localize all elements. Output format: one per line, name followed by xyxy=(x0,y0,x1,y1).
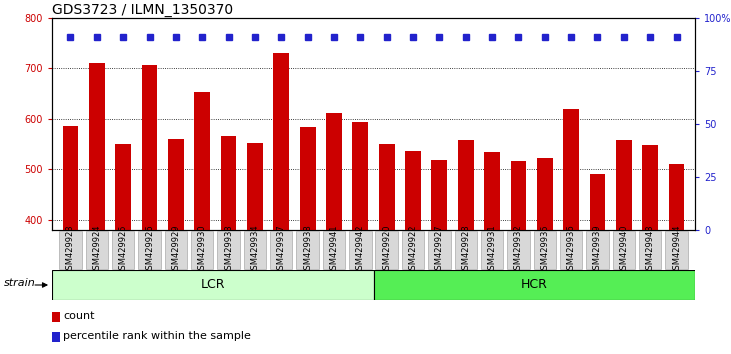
Text: GSM429937: GSM429937 xyxy=(277,225,286,275)
Bar xyxy=(52,332,60,342)
Bar xyxy=(455,231,477,269)
Text: GDS3723 / ILMN_1350370: GDS3723 / ILMN_1350370 xyxy=(52,3,233,17)
Text: GSM429924: GSM429924 xyxy=(92,225,102,275)
Bar xyxy=(665,231,688,269)
Text: GSM429922: GSM429922 xyxy=(409,225,417,275)
Text: GSM429920: GSM429920 xyxy=(382,225,391,275)
Text: strain: strain xyxy=(4,279,36,289)
Text: GSM429938: GSM429938 xyxy=(303,225,312,275)
Bar xyxy=(560,231,583,269)
Bar xyxy=(52,270,374,300)
Text: GSM429935: GSM429935 xyxy=(540,225,549,275)
Text: GSM429944: GSM429944 xyxy=(672,225,681,275)
Bar xyxy=(458,140,474,230)
Bar xyxy=(507,231,530,269)
Bar xyxy=(168,139,183,230)
Bar xyxy=(296,231,319,269)
Bar xyxy=(89,63,105,230)
Bar xyxy=(63,126,78,230)
Bar xyxy=(59,231,82,269)
Bar xyxy=(115,144,131,230)
Bar xyxy=(300,126,316,230)
Bar xyxy=(428,231,450,269)
Bar xyxy=(349,231,371,269)
Bar xyxy=(564,109,579,230)
Text: HCR: HCR xyxy=(520,279,548,291)
Text: GSM429933: GSM429933 xyxy=(224,225,233,275)
Text: GSM429936: GSM429936 xyxy=(567,225,575,275)
Text: GSM429927: GSM429927 xyxy=(435,225,444,275)
Bar xyxy=(534,231,556,269)
Text: GSM429928: GSM429928 xyxy=(461,225,470,275)
Text: GSM429941: GSM429941 xyxy=(330,225,338,275)
Text: GSM429929: GSM429929 xyxy=(171,225,181,275)
Bar xyxy=(191,231,213,269)
Bar xyxy=(112,231,135,269)
Bar xyxy=(405,151,421,230)
Bar xyxy=(138,231,161,269)
Bar xyxy=(510,161,526,230)
Bar xyxy=(86,231,108,269)
Bar xyxy=(586,231,609,269)
Text: GSM429934: GSM429934 xyxy=(251,225,260,275)
Text: GSM429923: GSM429923 xyxy=(66,225,75,275)
Bar xyxy=(484,152,500,230)
Bar xyxy=(194,92,210,230)
Bar xyxy=(326,113,342,230)
Bar xyxy=(643,145,658,230)
Bar xyxy=(270,231,292,269)
Text: LCR: LCR xyxy=(200,279,225,291)
Bar xyxy=(639,231,662,269)
Bar xyxy=(613,231,635,269)
Bar xyxy=(352,122,368,230)
Bar xyxy=(590,174,605,230)
Text: GSM429932: GSM429932 xyxy=(514,225,523,275)
Bar xyxy=(164,231,187,269)
Text: count: count xyxy=(64,311,95,321)
Bar xyxy=(142,65,157,230)
Text: GSM429939: GSM429939 xyxy=(593,225,602,275)
Bar xyxy=(537,158,553,230)
Bar xyxy=(669,164,684,230)
Text: GSM429942: GSM429942 xyxy=(356,225,365,275)
Bar xyxy=(243,231,266,269)
Text: GSM429925: GSM429925 xyxy=(118,225,128,275)
Bar xyxy=(379,144,395,230)
Bar xyxy=(52,312,60,322)
Text: GSM429930: GSM429930 xyxy=(197,225,207,275)
Text: percentile rank within the sample: percentile rank within the sample xyxy=(64,331,251,341)
Bar xyxy=(616,139,632,230)
Bar xyxy=(402,231,424,269)
Bar xyxy=(431,160,447,230)
Bar xyxy=(247,143,263,230)
Bar xyxy=(217,231,240,269)
Bar xyxy=(221,136,236,230)
Bar xyxy=(323,231,345,269)
Text: GSM429943: GSM429943 xyxy=(645,225,655,275)
Bar xyxy=(481,231,503,269)
Text: GSM429940: GSM429940 xyxy=(619,225,629,275)
Text: GSM429926: GSM429926 xyxy=(145,225,154,275)
Bar xyxy=(374,270,695,300)
Text: GSM429931: GSM429931 xyxy=(488,225,496,275)
Bar xyxy=(273,53,289,230)
Bar xyxy=(376,231,398,269)
